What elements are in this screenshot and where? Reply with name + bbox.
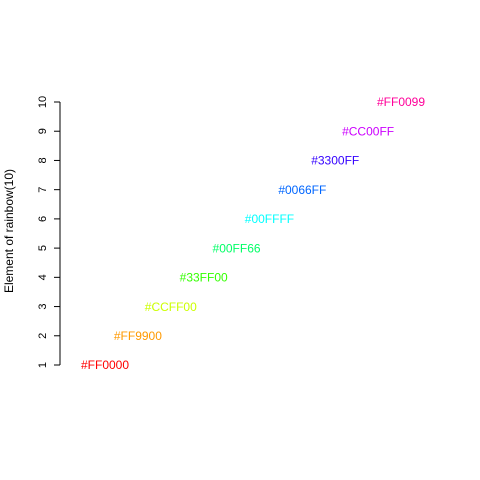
y-tick-label: 3	[37, 303, 49, 309]
point-labels: #FF0000 #FF9900 #CCFF00 #33FF00 #00FF66 #00FF…	[81, 95, 425, 372]
point-label: #33FF00	[180, 271, 228, 285]
point-label: #FF9900	[114, 329, 162, 343]
y-tick-label: 7	[37, 187, 49, 193]
point-label: #CC00FF	[342, 124, 394, 138]
point-label: #FF0000	[81, 358, 129, 372]
y-tick-label: 8	[37, 157, 49, 163]
y-tick-label: 4	[37, 274, 49, 280]
point-label: #0066FF	[278, 183, 326, 197]
y-axis-title: Element of rainbow(10)	[2, 169, 16, 293]
y-tick-label: 10	[37, 96, 49, 108]
y-tick-label: 6	[37, 216, 49, 222]
y-tick-label: 5	[37, 245, 49, 251]
point-label: #00FFFF	[245, 212, 294, 226]
y-axis: 1 2 3 4 5 6 7 8 9 10	[37, 96, 61, 368]
point-label: #CCFF00	[145, 300, 197, 314]
y-tick-label: 2	[37, 333, 49, 339]
point-label: #FF0099	[377, 95, 425, 109]
y-tick-label: 1	[37, 362, 49, 368]
point-label: #3300FF	[311, 154, 359, 168]
y-tick-label: 9	[37, 128, 49, 134]
point-label: #00FF66	[213, 241, 261, 255]
